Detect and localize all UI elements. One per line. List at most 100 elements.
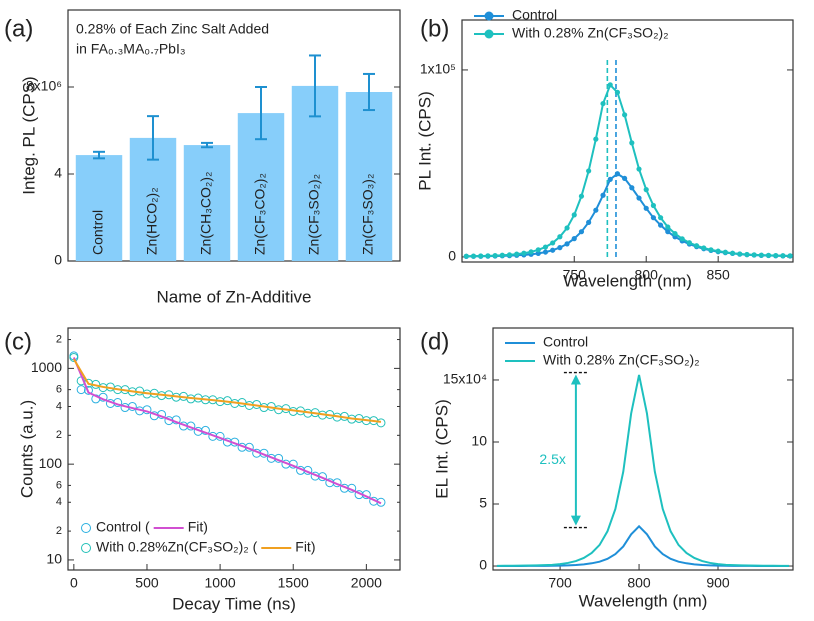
y-tick-label: 2 [56,525,62,537]
x-tick-label: 0 [70,575,78,591]
marker [708,247,714,253]
marker [586,168,592,174]
x-axis-label: Name of Zn-Additive [157,287,312,306]
legend-label: Fit) [295,539,315,555]
marker [665,229,671,235]
marker [478,253,484,259]
y-tick-label: 6 [56,384,62,396]
marker [607,82,613,88]
x-tick-label: Zn(HCO₂)₂ [144,187,160,255]
marker [737,251,743,257]
marker [693,243,700,249]
annotation: 0.28% of Each Zinc Salt Added [76,21,269,37]
marker [506,252,513,258]
marker [629,185,635,191]
marker [578,229,585,235]
x-tick-label: 900 [706,575,730,591]
plot-frame [67,327,401,571]
y-tick-label: 0 [54,252,62,268]
bar [345,91,393,261]
marker [722,249,728,255]
marker [650,202,657,209]
x-tick-label: 1000 [205,575,236,591]
marker [636,166,642,172]
y-tick-label: 100 [39,455,63,471]
marker [550,240,556,246]
marker [535,247,541,253]
marker [780,253,786,259]
marker [650,215,657,221]
x-tick-label: 500 [135,575,159,591]
point [376,418,386,428]
marker [564,241,570,247]
legend-label: Control [512,7,557,23]
legend-label: Control ( [96,519,150,535]
x-tick-label: 2000 [351,575,382,591]
arrow-head [570,515,581,526]
marker [643,205,649,211]
marker [521,250,527,256]
marker [773,252,779,259]
y-tick-label: 0 [479,557,487,573]
line [496,374,790,567]
marker [622,175,628,182]
panel-label: (b) [420,15,449,42]
point [69,352,79,362]
y-tick-label: 5 [479,495,487,511]
x-tick-label: Zn(CH₃CO₂)₂ [198,172,214,255]
x-tick-label: 700 [548,575,572,591]
marker [600,192,606,198]
y-tick-label: 15x10⁴ [443,371,487,387]
marker [787,253,793,259]
legend-label: Fit) [188,519,208,535]
line [466,172,791,258]
legend-label: Control [543,334,588,350]
marker [636,195,642,201]
y-tick-label: 4 [54,165,62,181]
y-tick-label: 1000 [31,359,62,375]
marker [614,89,621,95]
y-tick-label: 4 [56,400,62,412]
marker [600,100,606,107]
plot-frame [461,19,794,263]
plot-frame [67,9,401,262]
marker [557,234,563,240]
marker [557,244,563,251]
y-tick-label: 10 [46,551,62,567]
bar [183,145,231,261]
legend-label: With 0.28% Zn(CF₃SO₂)₂ [543,352,700,368]
marker [586,219,592,225]
bar [75,155,123,261]
marker [758,252,764,258]
y-tick-label: 8x10⁶ [26,78,62,94]
y-tick-label: 10 [471,433,487,449]
legend-marker [81,543,91,553]
x-axis-label: Wavelength (nm) [563,271,692,290]
marker [629,140,635,146]
marker [665,224,671,230]
y-tick-label: 2 [56,333,62,345]
y-tick-label: 0 [448,248,456,264]
line [496,524,790,567]
marker [679,236,685,242]
marker [528,249,534,255]
marker [571,236,577,242]
point [83,385,93,395]
marker [658,215,664,221]
arrow-head [570,374,581,385]
marker [542,249,549,255]
panel: (c) Decay Time (ns) Counts (a.u.) 10 2 4 6 100 2… [4,327,401,613]
y-axis-label: Counts (a.u.) [17,400,36,498]
marker [622,112,628,118]
marker [643,187,649,193]
fit-line [72,358,382,423]
marker [686,240,692,246]
marker [593,136,599,142]
y-tick-label: 6 [56,479,62,491]
line [466,83,791,258]
y-axis-label: EL Int. (CPS) [432,399,451,499]
marker [578,193,585,199]
legend-marker [81,523,91,533]
panel-label: (d) [420,328,449,355]
fit-line [72,357,382,505]
